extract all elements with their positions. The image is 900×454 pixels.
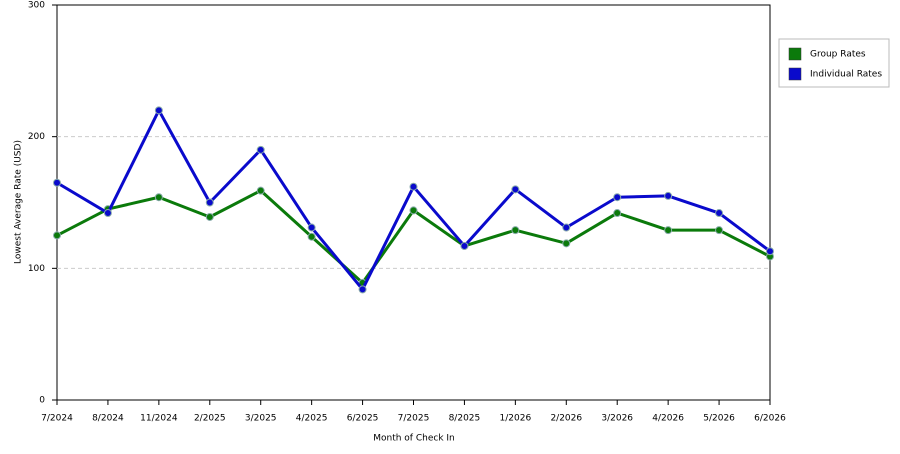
data-point — [511, 185, 520, 194]
y-tick-label: 0 — [39, 396, 45, 406]
legend-swatch — [788, 67, 802, 81]
x-tick-label: 3/2025 — [245, 414, 277, 424]
data-point — [205, 198, 214, 207]
data-point — [562, 239, 571, 248]
data-point — [103, 209, 112, 218]
data-point — [154, 106, 163, 115]
data-point — [307, 223, 316, 232]
data-point — [460, 241, 469, 250]
x-tick-label: 11/2024 — [140, 414, 178, 424]
data-point — [256, 186, 265, 195]
legend-swatch — [788, 47, 802, 61]
data-point — [358, 285, 367, 294]
x-tick-label: 3/2026 — [601, 414, 633, 424]
x-tick-label: 5/2026 — [703, 414, 735, 424]
data-point — [409, 182, 418, 191]
data-point — [256, 145, 265, 154]
x-tick-label: 7/2025 — [398, 414, 430, 424]
data-point — [53, 231, 61, 240]
x-tick-label: 6/2025 — [347, 414, 379, 424]
y-tick-label: 200 — [28, 132, 45, 142]
data-point — [53, 178, 61, 187]
y-tick-label: 300 — [28, 1, 45, 11]
plot-frame — [56, 4, 771, 401]
data-point — [613, 209, 622, 218]
data-point — [205, 212, 214, 221]
x-tick-label: 6/2026 — [754, 414, 786, 424]
x-tick-label: 4/2026 — [652, 414, 684, 424]
x-tick-label: 7/2024 — [41, 414, 73, 424]
data-point — [715, 209, 724, 218]
x-tick-label: 1/2026 — [500, 414, 532, 424]
data-point — [307, 232, 316, 241]
y-axis-label: Lowest Average Rate (USD) — [14, 140, 24, 264]
data-point — [664, 191, 673, 200]
data-point — [664, 226, 673, 235]
data-point — [613, 193, 622, 202]
data-point — [562, 223, 571, 232]
legend-label: Individual Rates — [810, 70, 882, 80]
x-axis-label: Month of Check In — [373, 434, 455, 444]
data-point — [154, 193, 163, 202]
x-tick-label: 4/2025 — [296, 414, 328, 424]
data-point — [409, 206, 418, 215]
x-tick-label: 8/2025 — [449, 414, 481, 424]
data-point — [766, 247, 774, 256]
y-tick-label: 100 — [28, 264, 45, 274]
x-tick-label: 8/2024 — [92, 414, 124, 424]
series-line — [56, 189, 771, 285]
data-point — [511, 226, 520, 235]
data-point — [715, 226, 724, 235]
x-tick-label: 2/2025 — [194, 414, 226, 424]
x-tick-label: 2/2026 — [550, 414, 582, 424]
legend-label: Group Rates — [810, 50, 866, 60]
